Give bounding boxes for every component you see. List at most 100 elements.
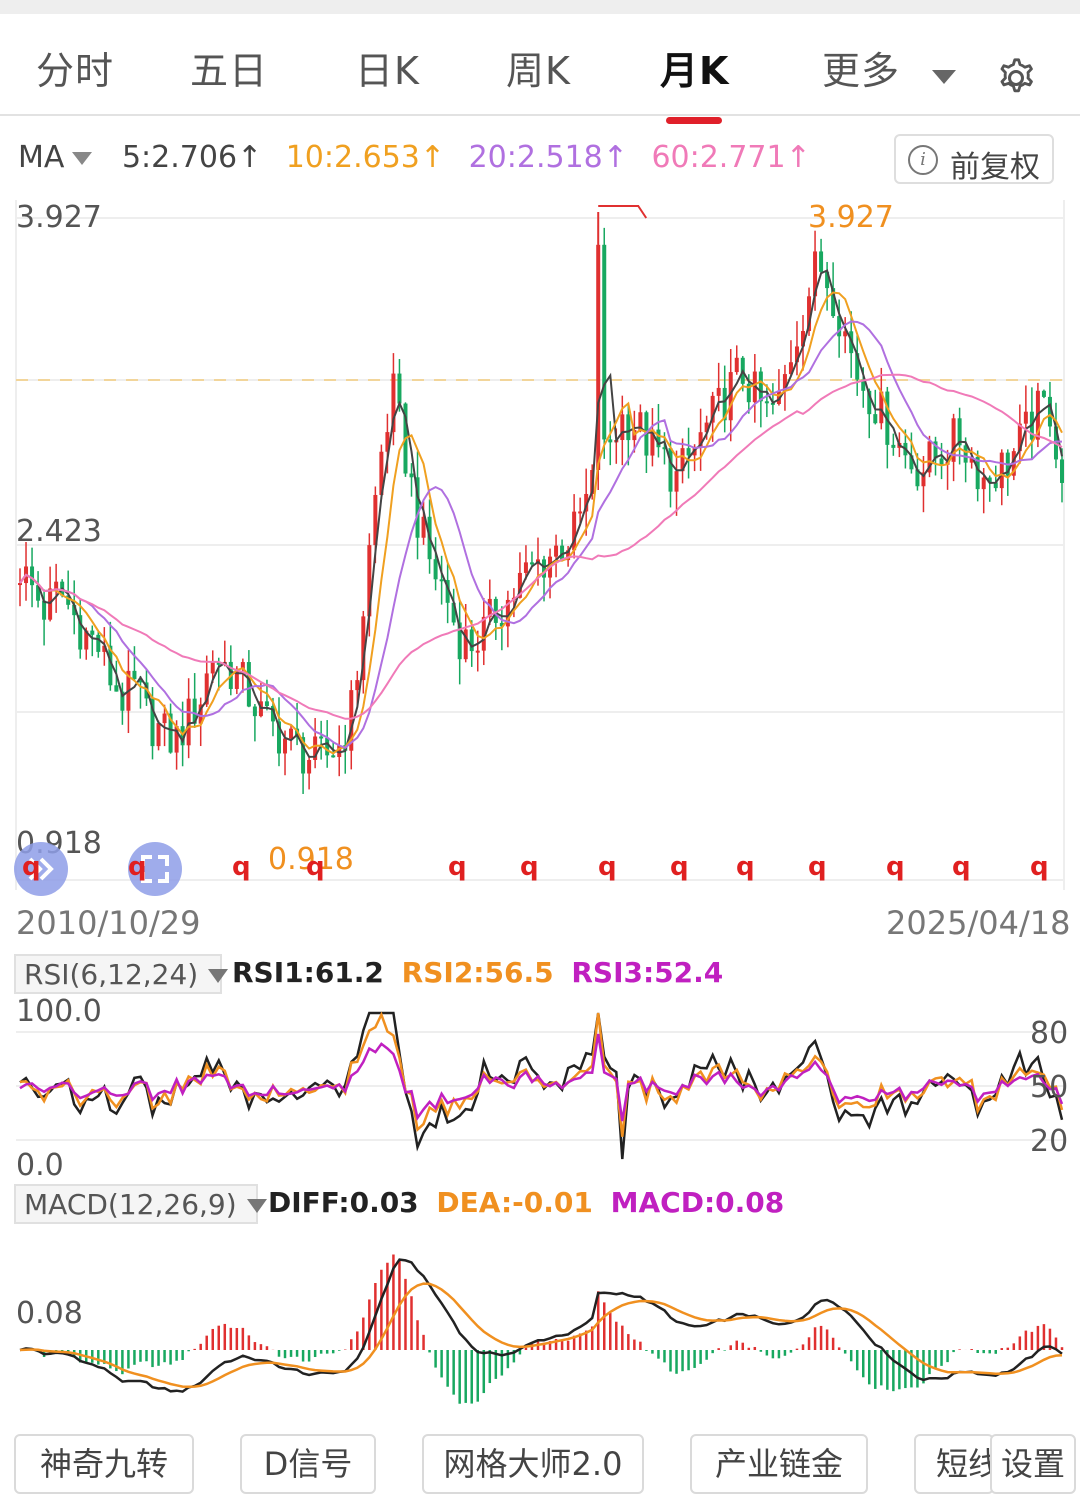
candle-body [252,706,257,717]
end-date-label: 2025/04/18 [886,904,1071,942]
candle-body [668,448,673,492]
tab-more[interactable]: 更多 [822,49,901,93]
candle-body [289,728,294,739]
candle-body [915,469,920,487]
peak-price-label: 3.927 [808,200,894,235]
rsi-level-80: 80 [1030,1016,1069,1051]
signal-marker[interactable]: q [306,852,325,882]
tab-wuri[interactable]: 五日 [190,49,269,93]
signal-marker[interactable]: q [128,852,147,882]
candle-body [198,704,203,724]
settings-button[interactable]: 设置 [990,1434,1076,1494]
candle-body [584,493,589,512]
signal-marker[interactable]: q [886,852,905,882]
signal-marker[interactable]: q [736,852,755,882]
candle-body [36,585,41,601]
industry-chain-button[interactable]: 产业链金 [690,1434,868,1494]
gear-icon[interactable] [994,54,1042,102]
candle-body [421,516,426,538]
macd-selector[interactable]: MACD(12,26,9) [14,1184,267,1224]
candle-body [276,721,281,754]
candle-body [608,439,613,443]
rsi3-value: RSI3:52.4 [571,956,724,989]
rsi2-value: RSI2:56.5 [401,956,554,989]
candle-body [764,401,769,404]
signal-marker[interactable]: q [520,852,539,882]
candle-body [542,559,547,578]
candle-body [963,445,968,463]
signal-marker[interactable]: q [232,852,251,882]
tab-fenshi[interactable]: 分时 [36,49,115,93]
candle-body [674,471,679,492]
candle-body [578,511,583,514]
candle-body [475,650,480,653]
candle-body [867,390,872,415]
rsi-values: RSI1:61.2 RSI2:56.5 RSI3:52.4 [232,956,731,989]
candle-body [246,662,251,707]
candle-body [264,701,269,706]
signal-marker[interactable]: q [670,852,689,882]
d-signal-button[interactable]: D信号 [240,1434,376,1494]
candle-body [1060,459,1064,483]
rsi-level-20: 20 [1030,1124,1069,1159]
candle-body [240,662,245,669]
candle-body [307,759,312,774]
candle-body [234,668,239,689]
ma-label[interactable]: MA [18,140,65,175]
tab-weekly-k[interactable]: 周K [506,49,571,93]
candle-body [361,616,366,681]
candle-body [566,550,571,561]
candle-body [301,737,306,774]
candle-body [1017,423,1022,452]
signal-marker[interactable]: q [598,852,617,882]
candle-body [951,418,956,462]
macd-level-label: 0.08 [16,1296,83,1331]
candle-body [722,387,727,421]
candle-body [433,559,438,580]
expand-left-button[interactable] [14,842,68,896]
peak-leader-line [598,205,648,219]
rsi1-value: RSI1:61.2 [232,956,384,989]
candle-body [355,680,360,691]
signal-marker[interactable]: q [448,852,467,882]
rsi-selector[interactable]: RSI(6,12,24) [14,954,229,994]
fullscreen-icon [141,855,169,883]
short-line-button[interactable]: 短线 [914,1434,994,1494]
chevron-down-icon[interactable] [932,70,956,84]
candle-body [927,441,932,473]
candle-body [987,477,992,483]
tab-daily-k[interactable]: 日K [355,49,420,93]
period-tabs: 分时 五日 日K 周K 月K 更多 [0,14,1080,124]
shenqi-jiuzhuan-button[interactable]: 神奇九转 [14,1434,194,1494]
candle-body [891,444,896,448]
rsi-bottom-label: 0.0 [16,1148,64,1183]
fuquan-button[interactable]: i 前复权 [894,134,1054,185]
candle-body [855,353,860,380]
candle-body [72,604,77,616]
candle-body [385,432,390,452]
ma20-line [19,320,1063,749]
grid-master-button[interactable]: 网格大师2.0 [422,1434,644,1494]
fullscreen-button[interactable] [128,842,182,896]
tab-monthly-k[interactable]: 月K [660,49,730,93]
candle-body [48,588,53,620]
candle-body [168,713,173,753]
ma10-value: 10:2.653↑ [285,140,446,175]
double-chevron-icon [28,857,54,881]
signal-marker[interactable]: q [808,852,827,882]
candle-body [819,251,824,272]
ma-dropdown-icon[interactable] [72,152,93,165]
candle-body [626,414,631,441]
candle-body [379,451,384,495]
signal-marker[interactable]: q [1030,852,1049,882]
signal-marker[interactable]: q [22,852,41,882]
candle-body [710,395,715,423]
signal-marker[interactable]: q [952,852,971,882]
candle-body [337,745,342,758]
candle-body [409,473,414,478]
candle-body [42,600,47,620]
kline-chart[interactable] [0,0,1080,1420]
candle-body [638,412,643,430]
ma5-value: 5:2.706↑ [121,140,263,175]
rsi-name: RSI(6,12,24) [24,958,199,991]
